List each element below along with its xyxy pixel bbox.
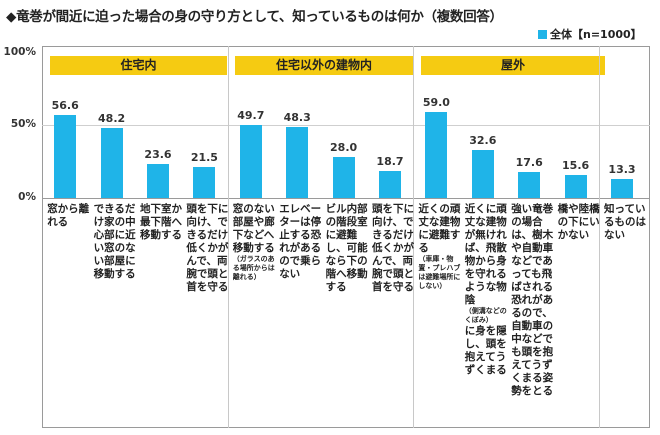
x-label-text: 近くの頑丈な建物に避難する	[418, 203, 461, 254]
baseline	[42, 198, 650, 199]
x-label-text: 窓から離れる	[47, 203, 90, 228]
x-label-text-cont: に身を隠し、頭を抱えてうずくまる	[464, 325, 507, 376]
x-label-11: 強い竜巻の場合は、樹木や自動車などであっても飛ばされる恐れがあるので、自動車の中…	[511, 203, 555, 398]
legend: 全体【n=1000】	[538, 26, 642, 42]
bar-5	[239, 125, 262, 198]
x-label-note: （ガラスのある場所からは離れる）	[232, 255, 275, 281]
legend-label: 全体【n=1000】	[550, 28, 642, 41]
value-label-6: 48.3	[283, 111, 311, 125]
x-label-text: 強い竜巻の場合は、樹木や自動車などであっても飛ばされる恐れがあるので、自動車の中…	[511, 203, 554, 397]
x-label-1: 窓から離れる	[47, 203, 91, 229]
x-label-8: 頭を下に向け、できるだけ低くかがんで、両腕で頭と首を守る	[372, 203, 416, 294]
y-tick-0: 0%	[18, 191, 36, 203]
x-label-5: 窓のない部屋や廊下などへ移動する （ガラスのある場所からは離れる）	[233, 203, 277, 282]
y-tick-100: 100%	[3, 46, 36, 58]
x-label-4: 頭を下に向け、できるだけ低くかがんで、両腕で頭と首を守る	[186, 203, 230, 294]
bar-8	[379, 170, 401, 198]
group-separator-3	[598, 46, 600, 428]
bar-1	[54, 115, 77, 198]
bar-2	[100, 127, 123, 198]
x-label-text: 頭を下に向け、できるだけ低くかがんで、両腕で頭と首を守る	[186, 203, 229, 293]
group-banner-other-building: 住宅以外の建物内	[235, 56, 413, 75]
value-label-12: 15.6	[562, 159, 590, 173]
bar-12	[564, 175, 587, 198]
x-label-text: 近くに頑丈な建物が無ければ、飛散物から身を守れるような物陰	[464, 203, 507, 306]
x-label-text: 知っているものはない	[604, 203, 646, 241]
bar-11	[518, 172, 541, 198]
y-tick-50: 50%	[10, 118, 36, 130]
group-banner-home: 住宅内	[50, 56, 227, 75]
group-separator-2	[413, 46, 415, 428]
value-label-10: 32.6	[469, 134, 497, 148]
value-label-11: 17.6	[515, 156, 543, 170]
x-label-text: できるだけ家の中心部に近い窓のない部屋に移動する	[93, 203, 136, 280]
legend-swatch	[538, 29, 547, 39]
x-label-3: 地下室か最下階へ移動する	[140, 203, 184, 242]
value-label-3: 23.6	[144, 147, 172, 161]
group-separator-1	[227, 46, 229, 428]
bar-13	[611, 178, 633, 198]
value-label-13: 13.3	[608, 162, 636, 176]
x-label-text: 頭を下に向け、できるだけ低くかがんで、両腕で頭と首を守る	[372, 203, 414, 293]
gridline-50	[42, 125, 650, 126]
bar-3	[147, 163, 169, 198]
x-label-2: できるだけ家の中心部に近い窓のない部屋に移動する	[94, 203, 138, 281]
x-label-text: 地下室か最下階へ移動する	[140, 203, 182, 241]
bar-9	[425, 111, 448, 198]
value-label-9: 59.0	[422, 95, 450, 109]
x-label-text: 窓のない部屋や廊下などへ移動する	[232, 203, 275, 254]
chart-title: ◆竜巻が間近に迫った場合の身の守り方として、知っているものは何か（複数回答）	[6, 9, 503, 25]
x-label-6: エレベーターは停止する恐れがあるので乗らない	[279, 203, 323, 281]
bar-10	[471, 150, 494, 198]
x-label-text: エレベーターは停止する恐れがあるので乗らない	[279, 203, 322, 280]
value-label-4: 21.5	[190, 150, 218, 164]
value-label-1: 56.6	[51, 99, 79, 113]
x-label-12: 橋や陸橋の下にいかない	[558, 203, 602, 242]
x-label-text: ビル内部の階段室に避難し、可能なら下の階へ移動する	[325, 203, 368, 293]
bar-7	[332, 157, 355, 198]
x-label-13: 知っているものはない	[604, 203, 648, 242]
x-label-note: （車庫・物置・プレハブは避難場所にしない）	[418, 255, 461, 290]
value-label-7: 28.0	[330, 141, 358, 155]
bar-4	[193, 166, 216, 198]
x-label-7: ビル内部の階段室に避難し、可能なら下の階へ移動する	[326, 203, 370, 294]
x-label-note: （側溝などのくぼみ）	[464, 307, 507, 324]
group-banner-outdoor: 屋外	[421, 56, 605, 75]
value-label-8: 18.7	[376, 154, 404, 168]
value-label-2: 48.2	[98, 111, 126, 125]
x-label-10: 近くに頑丈な建物が無ければ、飛散物から身を守れるような物陰 （側溝などのくぼみ）に…	[465, 203, 509, 377]
bar-6	[286, 127, 309, 198]
x-label-text: 橋や陸橋の下にいかない	[557, 203, 600, 241]
plot-frame	[42, 46, 650, 428]
x-label-9: 近くの頑丈な建物に避難する （車庫・物置・プレハブは避難場所にしない）	[418, 203, 462, 291]
value-label-5: 49.7	[237, 109, 265, 123]
